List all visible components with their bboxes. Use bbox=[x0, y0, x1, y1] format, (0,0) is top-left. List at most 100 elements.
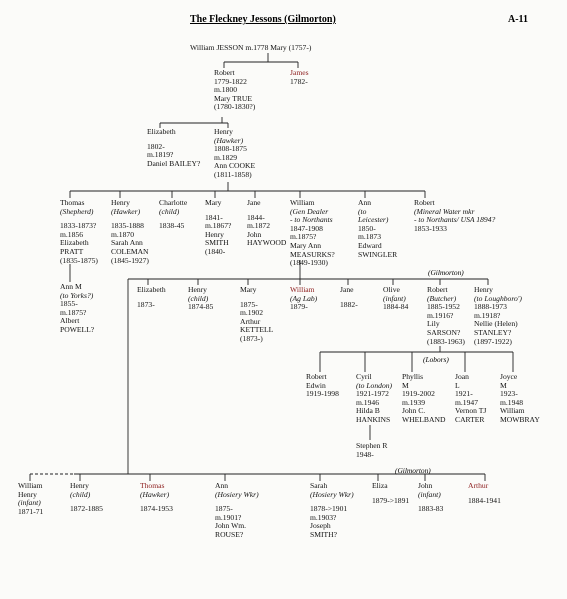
person-line: 1855- bbox=[60, 299, 78, 309]
person-line: 1921- bbox=[455, 389, 473, 399]
person-line: 1841- bbox=[205, 212, 223, 222]
person: Stephen R 1948- bbox=[356, 441, 387, 459]
person-line: 1882- bbox=[340, 299, 358, 309]
person: Elizabeth 1873- bbox=[137, 285, 166, 309]
person-line: Daniel BAILEY? bbox=[147, 158, 201, 168]
person-line: MEASURKS? bbox=[290, 249, 335, 259]
person-line: m.1948 bbox=[500, 397, 523, 407]
person-line: Joseph bbox=[310, 521, 331, 531]
person-line: Henry bbox=[188, 285, 207, 294]
person-line: Robert bbox=[427, 285, 448, 294]
person-line: John C. bbox=[402, 406, 426, 416]
person-line: Ann M bbox=[60, 282, 82, 291]
person-line: (Hosiery Wkr) bbox=[215, 489, 259, 499]
person-line: m.1870 bbox=[111, 229, 134, 239]
person-line: 1919-1998 bbox=[306, 389, 339, 399]
person-line: 1873- bbox=[137, 299, 155, 309]
person: Arthur 1884-1941 bbox=[468, 481, 501, 505]
person-line: (Gen Dealer bbox=[290, 206, 329, 216]
person-line: 1808-1875 bbox=[214, 144, 247, 154]
person: Robert Edwin 1919-1998 bbox=[306, 372, 339, 399]
person-line: HAYWOOD bbox=[247, 238, 287, 248]
person-line: Jane bbox=[340, 285, 354, 294]
person-line: - to Northants/ USA 1894? bbox=[414, 215, 496, 225]
person-line: 1884-84 bbox=[383, 302, 409, 312]
person-line: m.1872 bbox=[247, 221, 270, 231]
person-line: Phyllis bbox=[402, 372, 424, 381]
person-line: PRATT bbox=[60, 246, 84, 256]
person-line: m.1902 bbox=[240, 308, 263, 318]
person: Henry (to Loughboro') 1888-1973 m.1918? Nell… bbox=[474, 285, 522, 346]
person-line: m.1918? bbox=[474, 310, 501, 320]
person-line: Henry bbox=[70, 481, 89, 490]
person: Henry (child) 1874-85 bbox=[188, 285, 213, 312]
person-line: L bbox=[455, 380, 460, 390]
title: The Fleckney Jessons (Gilmorton) bbox=[190, 14, 336, 25]
person-line: Olive bbox=[383, 285, 400, 294]
person-line: Sarah bbox=[310, 481, 328, 490]
person-line: Henry bbox=[205, 229, 224, 239]
person-line: Vernon TJ bbox=[455, 406, 487, 416]
person-line: 1779-1822 bbox=[214, 76, 247, 86]
person: Cyril (to London) 1921-1972 m.1946 Hilda B HA… bbox=[356, 372, 393, 425]
person-line: (to London) bbox=[356, 380, 393, 390]
person-line: 1871-71 bbox=[18, 506, 44, 516]
person-line: m.1800 bbox=[214, 85, 237, 95]
person-line: m.1947 bbox=[455, 397, 478, 407]
person-line: Lily bbox=[427, 319, 440, 329]
person-line: M bbox=[402, 380, 409, 390]
person-line: William bbox=[500, 406, 525, 416]
person-line: (Hawker) bbox=[111, 206, 141, 216]
person: Mary 1875- m.1902 Arthur KETTELL (1873-) bbox=[240, 285, 273, 344]
person-line: (child) bbox=[188, 293, 209, 303]
person-line: 1835-1888 bbox=[111, 221, 144, 231]
person-line: (1849-1930) bbox=[290, 258, 328, 268]
person-line: (1883-1963) bbox=[427, 336, 465, 346]
person: Joyce M 1923- m.1948 William MOWBRAY bbox=[500, 372, 540, 425]
person-line: Ann bbox=[215, 481, 229, 490]
person-line: John bbox=[247, 229, 262, 239]
person-line: SWINGLER bbox=[358, 249, 398, 259]
person-line: m.1875? bbox=[290, 232, 317, 242]
person-line: 1850- bbox=[358, 223, 376, 233]
person: Thomas (Shepherd) 1833-1873? m.1856 Elizabet… bbox=[60, 198, 98, 265]
person-line: Jane bbox=[247, 198, 261, 207]
person-line: (Hosiery Wkr) bbox=[310, 489, 354, 499]
person-line: Leicester) bbox=[358, 215, 389, 225]
person-line: (infant) bbox=[18, 498, 41, 508]
person: Jane 1844- m.1872 John HAYWOOD bbox=[247, 198, 287, 248]
person-line: Robert bbox=[214, 68, 235, 77]
person-line: 1844- bbox=[247, 212, 265, 222]
person-line: 1879->1891 bbox=[372, 495, 410, 505]
person-line: Arthur bbox=[468, 481, 489, 490]
person-line: 1847-1908 bbox=[290, 223, 323, 233]
person-line: (Shepherd) bbox=[60, 206, 94, 216]
person-line: STANLEY? bbox=[474, 327, 512, 337]
person-line: 1948- bbox=[356, 449, 374, 459]
person-line: HANKINS bbox=[356, 414, 391, 424]
person-line: m.1873 bbox=[358, 232, 381, 242]
person-line: Thomas bbox=[140, 481, 165, 490]
person-line: m.1946 bbox=[356, 397, 379, 407]
person-line: Elizabeth bbox=[137, 285, 166, 294]
person: Sarah (Hosiery Wkr) 1878->1901 m.1903? Josep… bbox=[310, 481, 354, 540]
person-line: (1811-1858) bbox=[214, 169, 252, 179]
person: Ann (Hosiery Wkr) 1875- m.1901? John Wm. ROUS… bbox=[215, 481, 259, 540]
person-line: ROUSE? bbox=[215, 529, 244, 539]
person-line: m.1901? bbox=[215, 512, 242, 522]
person-line: (to bbox=[358, 206, 367, 216]
person: William Henry (infant) 1871-71 bbox=[18, 481, 44, 516]
person-line: Joyce bbox=[500, 372, 518, 381]
person-line: WHELBAND bbox=[402, 414, 446, 424]
person: Ann M (to Yorks?) 1855- m.1875? Albert POWELL… bbox=[60, 282, 94, 335]
person-line: Henry bbox=[18, 489, 37, 499]
person-line: (1835-1875) bbox=[60, 255, 98, 265]
person-line: Mary bbox=[205, 198, 222, 207]
person-line: 1875- bbox=[215, 504, 233, 514]
person-line: (Hawker) bbox=[140, 489, 170, 499]
person-line: William bbox=[18, 481, 43, 490]
person-line: 1853-1933 bbox=[414, 223, 447, 233]
person-line: John Wm. bbox=[215, 521, 247, 531]
